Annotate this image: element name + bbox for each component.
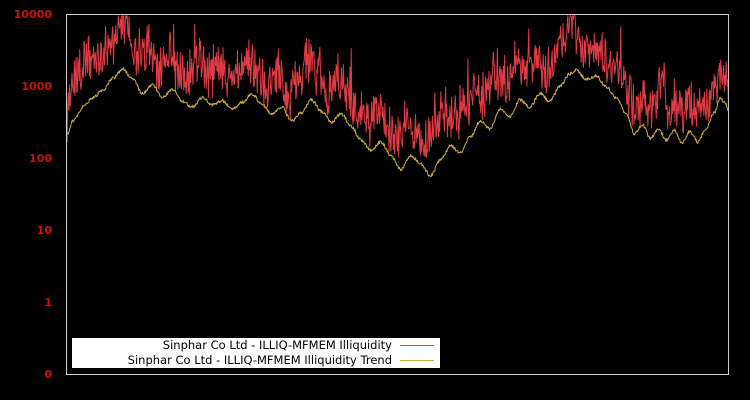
y-axis-tick-100: 100 [29, 151, 52, 165]
legend-swatch-illiquidity [400, 340, 434, 351]
axes-background [66, 14, 729, 375]
series-layer [66, 15, 729, 178]
y-axis-tick-labels: 10000 1000 100 10 1 0 [0, 0, 62, 400]
legend-label-illiquidity: Sinphar Co Ltd - ILLIQ-MFMEM Illiquidity [162, 338, 392, 352]
y-axis-tick-10000: 10000 [13, 7, 52, 21]
axes-frame [66, 14, 729, 375]
legend-swatch-illiquidity-trend [400, 355, 434, 366]
series-line-illiquidity_trend [66, 67, 729, 178]
y-axis-tick-1000: 1000 [21, 79, 52, 93]
legend-item-illiquidity-trend: Sinphar Co Ltd - ILLIQ-MFMEM Illiquidity… [72, 353, 440, 368]
y-axis-tick-1: 1 [44, 295, 52, 309]
y-axis-tick-10: 10 [36, 223, 52, 237]
chart-legend[interactable]: Sinphar Co Ltd - ILLIQ-MFMEM Illiquidity… [72, 338, 440, 368]
series-line-illiquidity [66, 15, 729, 158]
legend-label-illiquidity-trend: Sinphar Co Ltd - ILLIQ-MFMEM Illiquidity… [127, 353, 392, 367]
y-axis-tick-0: 0 [44, 367, 52, 381]
legend-item-illiquidity: Sinphar Co Ltd - ILLIQ-MFMEM Illiquidity [72, 338, 440, 353]
